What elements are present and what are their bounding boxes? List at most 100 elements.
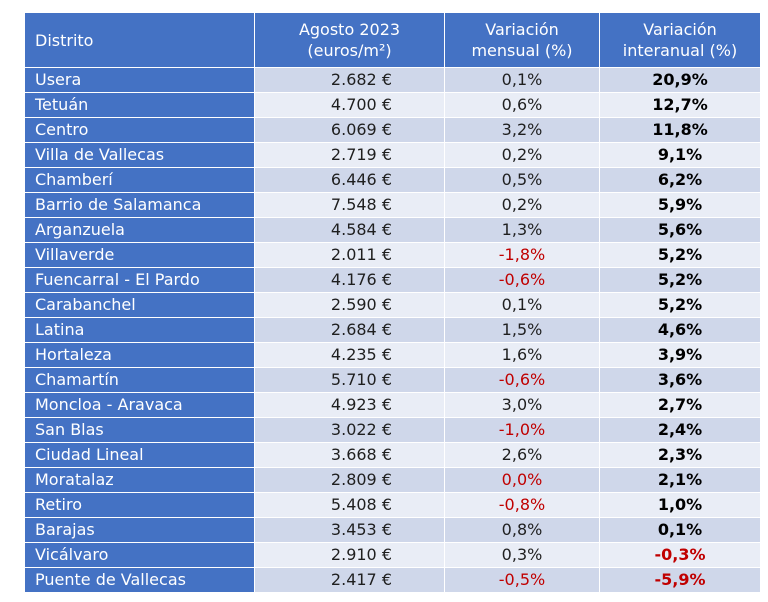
price-cell: 4.700 €: [254, 92, 445, 118]
header-price: Agosto 2023 (euros/m²): [254, 12, 445, 68]
table-row: Villa de Vallecas 2.719 €0,2% 9,1%: [24, 142, 761, 168]
district-cell: Barajas: [24, 517, 255, 543]
table-row: Moratalaz 2.809 €0,0% 2,1%: [24, 467, 761, 493]
table-row: Moncloa - Aravaca 4.923 €3,0% 2,7%: [24, 392, 761, 418]
price-cell: 7.548 €: [254, 192, 445, 218]
price-cell: 2.590 €: [254, 292, 445, 318]
table-row: Chamartín 5.710 € -0,6% 3,6%: [24, 367, 761, 393]
price-cell: 4.235 €: [254, 342, 445, 368]
monthly-variation-cell: 2,6%: [444, 442, 600, 468]
yearly-variation-cell: 1,0%: [599, 492, 761, 518]
monthly-variation-cell: 0,2%: [444, 192, 600, 218]
district-cell: Hortaleza: [24, 342, 255, 368]
monthly-variation-cell: 0,5%: [444, 167, 600, 193]
monthly-variation-cell: 0,1%: [444, 292, 600, 318]
header-yearly-line2: interanual (%): [622, 41, 738, 60]
monthly-variation-cell: -0,5%: [444, 567, 600, 593]
table-row: San Blas 3.022 € -1,0% 2,4%: [24, 417, 761, 443]
table-row: Vicálvaro 2.910 €0,3% -0,3%: [24, 542, 761, 568]
monthly-variation-cell: -1,8%: [444, 242, 600, 268]
header-monthly-line1: Variación: [485, 20, 559, 39]
yearly-variation-cell: 20,9%: [599, 67, 761, 93]
yearly-variation-cell: 4,6%: [599, 317, 761, 343]
district-cell: Fuencarral - El Pardo: [24, 267, 255, 293]
price-cell: 4.584 €: [254, 217, 445, 243]
monthly-variation-cell: 0,8%: [444, 517, 600, 543]
header-price-line2: (euros/m²): [307, 41, 392, 60]
yearly-variation-cell: 11,8%: [599, 117, 761, 143]
header-yearly: Variación interanual (%): [599, 12, 761, 68]
price-cell: 5.408 €: [254, 492, 445, 518]
header-yearly-line1: Variación: [643, 20, 717, 39]
table-header-row: Distrito Agosto 2023 (euros/m²) Variació…: [24, 12, 761, 68]
yearly-variation-cell: 9,1%: [599, 142, 761, 168]
price-cell: 3.453 €: [254, 517, 445, 543]
district-cell: Moratalaz: [24, 467, 255, 493]
header-district-label: Distrito: [35, 30, 94, 50]
yearly-variation-cell: 2,4%: [599, 417, 761, 443]
table-row: Ciudad Lineal 3.668 €2,6% 2,3%: [24, 442, 761, 468]
monthly-variation-cell: 3,2%: [444, 117, 600, 143]
district-cell: Carabanchel: [24, 292, 255, 318]
table-row: Chamberí 6.446 €0,5% 6,2%: [24, 167, 761, 193]
yearly-variation-cell: 5,2%: [599, 267, 761, 293]
yearly-variation-cell: -0,3%: [599, 542, 761, 568]
yearly-variation-cell: 2,7%: [599, 392, 761, 418]
table-row: Puente de Vallecas 2.417 € -0,5% -5,9%: [24, 567, 761, 593]
district-cell: Ciudad Lineal: [24, 442, 255, 468]
district-cell: Vicálvaro: [24, 542, 255, 568]
district-cell: Tetuán: [24, 92, 255, 118]
header-monthly: Variación mensual (%): [444, 12, 600, 68]
table-row: Retiro 5.408 € -0,8% 1,0%: [24, 492, 761, 518]
district-cell: Barrio de Salamanca: [24, 192, 255, 218]
monthly-variation-cell: -1,0%: [444, 417, 600, 443]
table-row: Fuencarral - El Pardo 4.176 € -0,6% 5,2%: [24, 267, 761, 293]
price-cell: 2.684 €: [254, 317, 445, 343]
district-price-table: Distrito Agosto 2023 (euros/m²) Variació…: [24, 12, 761, 593]
price-cell: 2.910 €: [254, 542, 445, 568]
header-monthly-line2: mensual (%): [471, 41, 573, 60]
table-row: Latina 2.684 €1,5% 4,6%: [24, 317, 761, 343]
table-row: Carabanchel 2.590 €0,1% 5,2%: [24, 292, 761, 318]
table-row: Arganzuela 4.584 €1,3% 5,6%: [24, 217, 761, 243]
yearly-variation-cell: 12,7%: [599, 92, 761, 118]
district-cell: Centro: [24, 117, 255, 143]
monthly-variation-cell: 0,0%: [444, 467, 600, 493]
district-cell: Puente de Vallecas: [24, 567, 255, 593]
price-table-container: Distrito Agosto 2023 (euros/m²) Variació…: [24, 12, 761, 593]
district-cell: San Blas: [24, 417, 255, 443]
price-cell: 6.069 €: [254, 117, 445, 143]
table-body: Usera 2.682 €0,1% 20,9% Tetuán 4.700 €0,6% 12…: [24, 67, 761, 593]
monthly-variation-cell: 0,6%: [444, 92, 600, 118]
yearly-variation-cell: 3,9%: [599, 342, 761, 368]
price-cell: 4.176 €: [254, 267, 445, 293]
monthly-variation-cell: 0,2%: [444, 142, 600, 168]
price-cell: 6.446 €: [254, 167, 445, 193]
table-row: Centro 6.069 €3,2% 11,8%: [24, 117, 761, 143]
yearly-variation-cell: 6,2%: [599, 167, 761, 193]
district-cell: Villa de Vallecas: [24, 142, 255, 168]
district-cell: Villaverde: [24, 242, 255, 268]
price-cell: 5.710 €: [254, 367, 445, 393]
monthly-variation-cell: 1,6%: [444, 342, 600, 368]
yearly-variation-cell: 3,6%: [599, 367, 761, 393]
monthly-variation-cell: 3,0%: [444, 392, 600, 418]
monthly-variation-cell: 0,1%: [444, 67, 600, 93]
price-cell: 2.719 €: [254, 142, 445, 168]
header-price-line1: Agosto 2023: [298, 20, 401, 39]
monthly-variation-cell: -0,6%: [444, 267, 600, 293]
district-cell: Latina: [24, 317, 255, 343]
monthly-variation-cell: -0,6%: [444, 367, 600, 393]
district-cell: Arganzuela: [24, 217, 255, 243]
header-district: Distrito: [24, 12, 255, 68]
table-row: Hortaleza 4.235 €1,6% 3,9%: [24, 342, 761, 368]
yearly-variation-cell: 2,1%: [599, 467, 761, 493]
price-cell: 2.011 €: [254, 242, 445, 268]
table-row: Barrio de Salamanca 7.548 €0,2% 5,9%: [24, 192, 761, 218]
price-cell: 4.923 €: [254, 392, 445, 418]
yearly-variation-cell: 5,6%: [599, 217, 761, 243]
monthly-variation-cell: 1,5%: [444, 317, 600, 343]
monthly-variation-cell: 0,3%: [444, 542, 600, 568]
district-cell: Retiro: [24, 492, 255, 518]
yearly-variation-cell: -5,9%: [599, 567, 761, 593]
